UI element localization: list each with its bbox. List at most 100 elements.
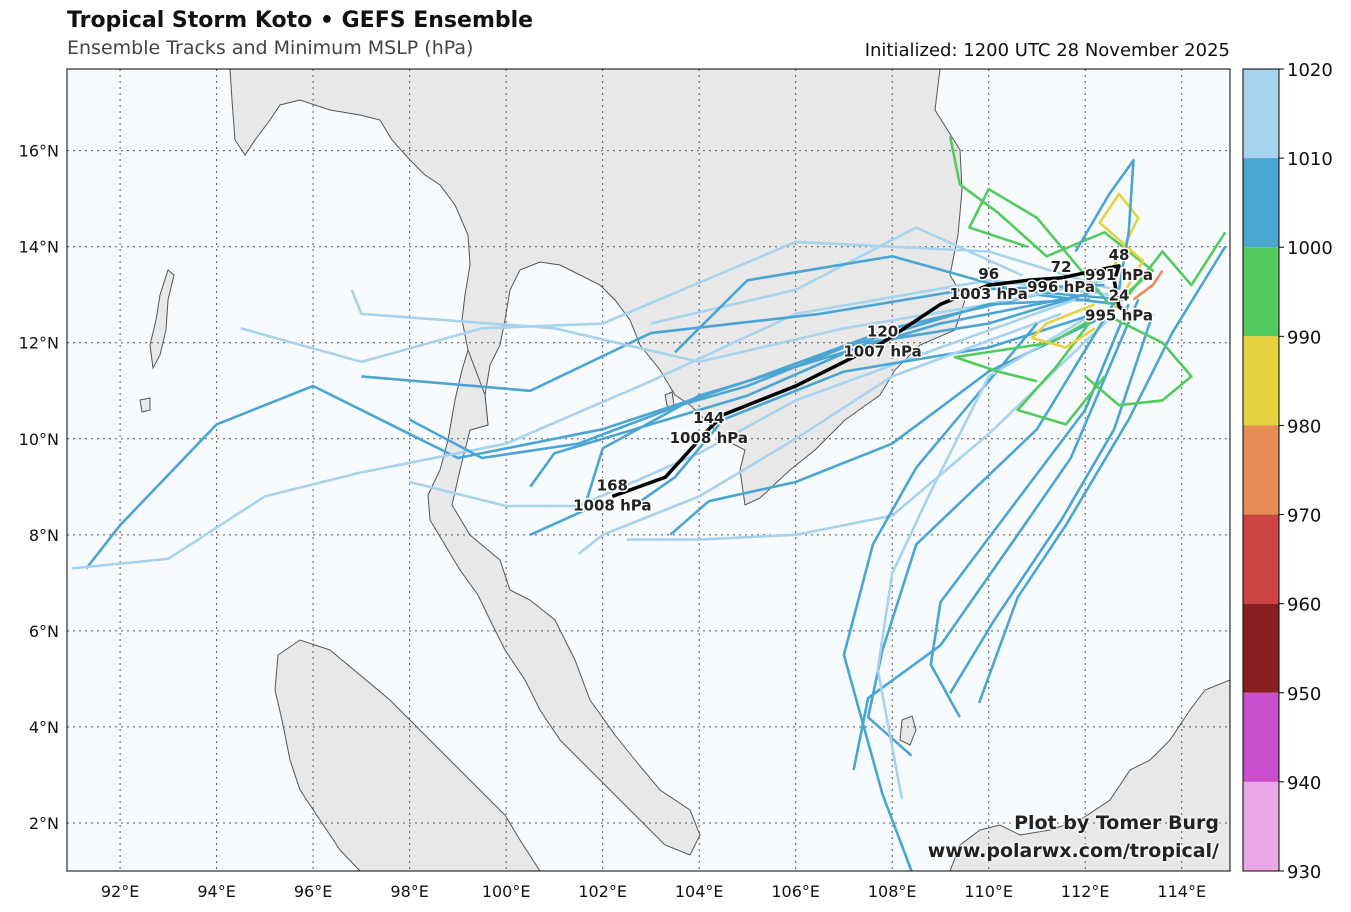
colorbar-label: 970 bbox=[1287, 506, 1321, 527]
ensemble-track bbox=[674, 255, 1124, 354]
lon-tick-label: 100°E bbox=[482, 882, 531, 901]
lat-tick-label: 2°N bbox=[29, 814, 59, 833]
ensemble-track bbox=[1098, 192, 1145, 310]
ensemble-track bbox=[650, 226, 1024, 325]
lon-tick-label: 92°E bbox=[101, 882, 139, 901]
colorbar: 1020 1010 1000 990 980 970 960 950 940 930 bbox=[1242, 60, 1333, 883]
lon-tick-label: 94°E bbox=[197, 882, 235, 901]
ensemble-track bbox=[842, 322, 1038, 871]
chart-subtitle: Ensemble Tracks and Minimum MSLP (hPa) bbox=[67, 37, 474, 59]
colorbar-label: 950 bbox=[1287, 684, 1321, 705]
credit-line-2: www.polarwx.com/tropical/ bbox=[927, 840, 1219, 862]
colorbar-label: 930 bbox=[1287, 862, 1321, 883]
land-malay-peninsula bbox=[427, 348, 701, 856]
ensemble-track bbox=[408, 298, 1091, 460]
colorbar-segment bbox=[1243, 158, 1279, 248]
colorbar-label: 960 bbox=[1287, 595, 1321, 616]
ensemble-track bbox=[948, 313, 1155, 694]
ensemble-track bbox=[361, 283, 1105, 393]
lon-tick-label: 112°E bbox=[1061, 882, 1110, 901]
colorbar-segment bbox=[1243, 336, 1279, 426]
ensemble-track bbox=[669, 317, 1101, 536]
lon-tick-label: 96°E bbox=[294, 882, 332, 901]
lon-tick-label: 108°E bbox=[868, 882, 917, 901]
ensemble-track bbox=[71, 279, 1110, 570]
land-island-small bbox=[139, 397, 151, 413]
credit-line-1: Plot by Tomer Burg bbox=[1014, 812, 1219, 834]
lat-tick-label: 10°N bbox=[19, 430, 59, 449]
ensemble-track bbox=[968, 187, 1111, 306]
land-andaman bbox=[149, 269, 175, 370]
ensemble-track bbox=[1074, 158, 1135, 291]
colorbar-segment bbox=[1243, 69, 1279, 159]
mean-track-hour-label: 48 bbox=[1109, 246, 1130, 264]
axis-ticks: 92°E 94°E 96°E 98°E 100°E 102°E 104°E 106°E 108°… bbox=[19, 142, 1206, 901]
land-sumatra bbox=[274, 639, 541, 871]
ensemble-track bbox=[876, 317, 1086, 800]
ensemble-track bbox=[977, 246, 1227, 704]
ensemble-track bbox=[852, 298, 1140, 771]
mean-track-hour-label: 96 bbox=[978, 265, 999, 283]
mean-track-pressure-label: 996 hPa bbox=[1027, 278, 1095, 296]
mean-track-hour-label: 168 bbox=[597, 476, 628, 494]
mean-track-pressure-label: 1003 hPa bbox=[950, 285, 1028, 303]
mean-track-line bbox=[611, 264, 1130, 499]
colorbar-segment bbox=[1243, 247, 1279, 337]
colorbar-label: 990 bbox=[1287, 327, 1321, 348]
lon-tick-label: 104°E bbox=[675, 882, 724, 901]
lat-tick-label: 4°N bbox=[29, 718, 59, 737]
ensemble-track bbox=[1127, 231, 1227, 296]
ensemble-track bbox=[409, 298, 1077, 508]
ensemble-track bbox=[626, 312, 1096, 512]
colorbar-label: 940 bbox=[1287, 773, 1321, 794]
initialized-time: Initialized: 1200 UTC 28 November 2025 bbox=[864, 40, 1230, 61]
colorbar-label: 1000 bbox=[1287, 238, 1333, 259]
mean-track-pressure-label: 1008 hPa bbox=[573, 496, 651, 514]
ensemble-track bbox=[1016, 308, 1106, 426]
lon-tick-label: 106°E bbox=[771, 882, 820, 901]
lon-tick-label: 102°E bbox=[578, 882, 627, 901]
land-natuna bbox=[899, 715, 917, 746]
colorbar-segment bbox=[1243, 692, 1279, 782]
colorbar-label: 1010 bbox=[1287, 149, 1333, 170]
ensemble-track bbox=[1030, 303, 1096, 349]
ensemble-track bbox=[948, 135, 1155, 306]
ensemble-track bbox=[240, 240, 1115, 364]
colorbar-segment bbox=[1243, 514, 1279, 604]
mean-track-hour-label: 144 bbox=[693, 409, 724, 427]
lon-tick-label: 110°E bbox=[964, 882, 1013, 901]
mean-track-pressure-label: 991 hPa bbox=[1085, 266, 1153, 284]
grid-lines bbox=[67, 69, 1230, 871]
ensemble-track bbox=[626, 312, 1116, 541]
ensemble-track bbox=[1132, 269, 1164, 301]
chart-title: Tropical Storm Koto • GEFS Ensemble bbox=[67, 8, 534, 33]
lat-tick-label: 14°N bbox=[19, 238, 59, 257]
colorbar-segment bbox=[1243, 603, 1279, 693]
ensemble-track bbox=[953, 307, 1111, 383]
mean-track-hour-label: 72 bbox=[1051, 258, 1072, 276]
mean-track-hour-label: 120 bbox=[867, 323, 898, 341]
colorbar-label: 980 bbox=[1287, 416, 1321, 437]
plot-frame bbox=[66, 68, 1231, 872]
colorbar-label: 1020 bbox=[1287, 60, 1333, 81]
lat-tick-label: 6°N bbox=[29, 622, 59, 641]
lon-tick-label: 114°E bbox=[1157, 882, 1206, 901]
ensemble-track bbox=[529, 293, 1086, 536]
ensemble-track bbox=[529, 288, 1101, 488]
ensemble-tracks bbox=[71, 135, 1227, 871]
mean-track-pressure-label: 995 hPa bbox=[1085, 307, 1153, 325]
colorbar-frame bbox=[1242, 68, 1280, 872]
ensemble-track bbox=[1084, 312, 1193, 407]
mean-track: 48 991 hPa 24 995 hPa 72 996 hPa 96 1003 hPa 120… bbox=[572, 244, 1155, 516]
ensemble-track bbox=[866, 294, 1121, 757]
colorbar-segment bbox=[1243, 781, 1279, 871]
ensemble-track bbox=[577, 312, 1062, 556]
mean-track-hour-label: 24 bbox=[1109, 287, 1130, 305]
mean-track-pressure-label: 1007 hPa bbox=[843, 343, 921, 361]
lat-tick-label: 12°N bbox=[19, 334, 59, 353]
lat-tick-label: 16°N bbox=[19, 142, 59, 161]
lon-tick-label: 98°E bbox=[390, 882, 428, 901]
lat-tick-label: 8°N bbox=[29, 526, 59, 545]
mean-track-pressure-label: 1008 hPa bbox=[670, 429, 748, 447]
